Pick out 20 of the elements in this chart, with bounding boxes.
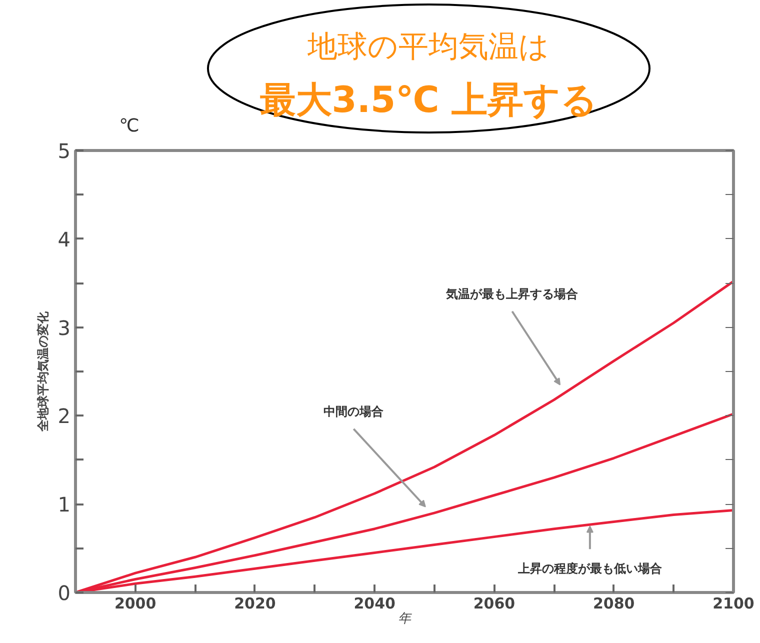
chart-title: 地球の平均気温は [306,30,550,64]
y-axis-title: 全地球平均気温の変化 [36,310,50,432]
annotation: 上昇の程度が最も低い場合 [516,562,663,576]
y-tick-label: 2 [58,404,71,428]
x-tick-label: 2100 [712,594,754,612]
x-tick-label: 2060 [473,594,516,612]
y-tick-label: 3 [58,316,71,340]
y-tick-label: 4 [58,227,71,252]
x-tick-label: 2080 [592,594,635,612]
x-tick-label: 2040 [354,594,396,612]
annotation: 中間の場合 [324,404,385,418]
x-tick-label: 2000 [114,594,156,612]
annotation: 気温が最も上昇する場合 [445,286,580,301]
y-tick-label: 0 [58,581,71,605]
y-tick-label: 1 [58,492,71,517]
y-tick-label: 5 [58,139,71,163]
text: ℃ [119,116,140,136]
x-tick-label: 2020 [234,594,276,612]
chart-subtitle: 最大3.5℃ 上昇する [260,80,598,121]
x-axis-title: 年 [398,612,412,626]
